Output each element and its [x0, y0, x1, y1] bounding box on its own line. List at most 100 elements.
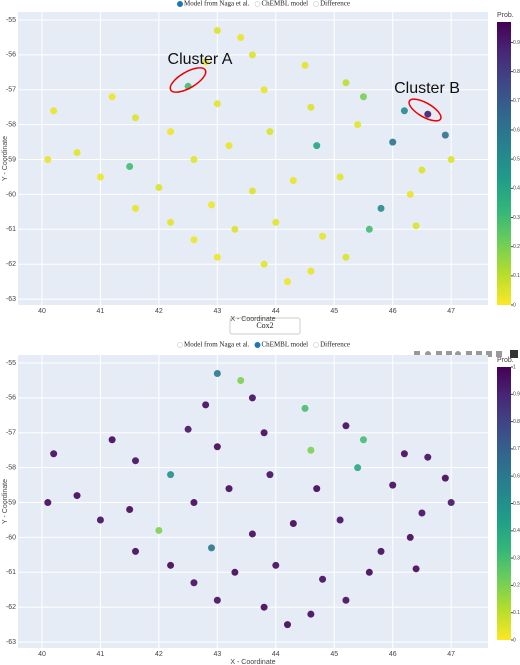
x-tick-label: 42 [155, 308, 163, 315]
point [167, 218, 175, 226]
point [272, 561, 280, 569]
x-tick-label: 43 [213, 308, 221, 315]
colorbar-tick-label: 0.1 [513, 610, 520, 616]
y-tick-label: -63 [6, 296, 16, 303]
plot-background [18, 355, 488, 648]
point [406, 533, 414, 541]
point [213, 443, 221, 451]
point [207, 201, 215, 209]
y-tick-label: -58 [6, 122, 16, 129]
x-tick-label: 42 [155, 651, 163, 658]
legend-marker [313, 1, 320, 7]
colorbar-tick-label: 0.6 [513, 127, 520, 133]
point [389, 138, 397, 146]
y-tick-label: -58 [6, 465, 16, 472]
y-tick-label: -62 [6, 261, 16, 268]
x-tick-label: 43 [213, 651, 221, 658]
x-axis-label: X - Coordinate [230, 316, 275, 323]
point [307, 267, 315, 275]
point [225, 485, 233, 493]
colorbar-tick-label: 0 [513, 302, 516, 308]
point [50, 107, 58, 115]
colorbar-tick-label: 0.5 [513, 501, 520, 507]
x-tick-label: 45 [330, 308, 338, 315]
point [359, 436, 367, 444]
x-tick-label: 44 [272, 651, 280, 658]
point [307, 610, 315, 618]
point [283, 278, 291, 286]
point [126, 163, 134, 171]
legend-label[interactable]: Model from Naga et al. [184, 0, 250, 8]
point [406, 190, 414, 198]
x-tick-label: 45 [330, 651, 338, 658]
colorbar-tick-label: 0 [513, 637, 516, 643]
x-tick-label: 46 [389, 308, 397, 315]
point [354, 464, 362, 472]
y-tick-label: -60 [6, 191, 16, 198]
point [441, 131, 449, 139]
point [96, 516, 104, 524]
point [207, 544, 215, 552]
point [365, 225, 373, 233]
point [313, 142, 321, 150]
dropdown[interactable] [229, 317, 301, 335]
legend-label[interactable]: Difference [320, 341, 350, 349]
colorbar-tick-label: 0.7 [513, 98, 520, 104]
dropdown-label[interactable]: Cox2 [256, 321, 273, 330]
annotation-ellipse [169, 67, 207, 93]
point [96, 173, 104, 181]
y-tick-label: -57 [6, 430, 16, 437]
y-tick-label: -61 [6, 569, 16, 576]
x-tick-label: 40 [38, 651, 46, 658]
colorbar [497, 22, 511, 305]
legend-label[interactable]: Difference [320, 0, 350, 8]
y-tick-label: -61 [6, 226, 16, 233]
point [400, 450, 408, 458]
legend-label[interactable]: ChEMBL model [262, 0, 309, 8]
colorbar-tick-label: 0.9 [513, 392, 520, 398]
point [213, 253, 221, 261]
x-tick-label: 47 [447, 308, 455, 315]
colorbar-tick-label: 0.4 [513, 528, 520, 534]
point [202, 401, 210, 409]
point [213, 100, 221, 108]
point [44, 156, 52, 164]
point [289, 176, 297, 184]
point [418, 509, 426, 517]
point [289, 519, 297, 527]
point [424, 110, 432, 118]
legend-label[interactable]: ChEMBL model [262, 341, 309, 349]
point [213, 369, 221, 377]
point [44, 499, 52, 507]
point [342, 253, 350, 261]
point [359, 93, 367, 101]
point [190, 499, 198, 507]
point [260, 86, 268, 94]
point [155, 183, 163, 191]
point [377, 204, 385, 212]
point [283, 621, 291, 629]
colorbar-tick-label: 0.6 [513, 474, 520, 480]
point [319, 232, 327, 240]
point [260, 260, 268, 268]
point [126, 506, 134, 514]
point [336, 173, 344, 181]
colorbar-tick-label: 0.9 [513, 40, 520, 46]
annotation: Cluster B [394, 80, 460, 97]
annotation: Cluster A [168, 51, 233, 68]
point [108, 436, 116, 444]
point [132, 114, 139, 122]
point [167, 128, 175, 136]
point [132, 457, 139, 465]
colorbar [497, 367, 511, 640]
point [260, 429, 268, 437]
point [237, 33, 245, 41]
y-axis-label: Y - Coordinate [2, 479, 9, 524]
point [354, 121, 362, 129]
point [266, 128, 274, 136]
x-tick-label: 46 [389, 651, 397, 658]
y-tick-label: -57 [6, 87, 16, 94]
point [266, 471, 274, 479]
point [365, 568, 373, 576]
legend-label[interactable]: Model from Naga et al. [184, 341, 250, 349]
